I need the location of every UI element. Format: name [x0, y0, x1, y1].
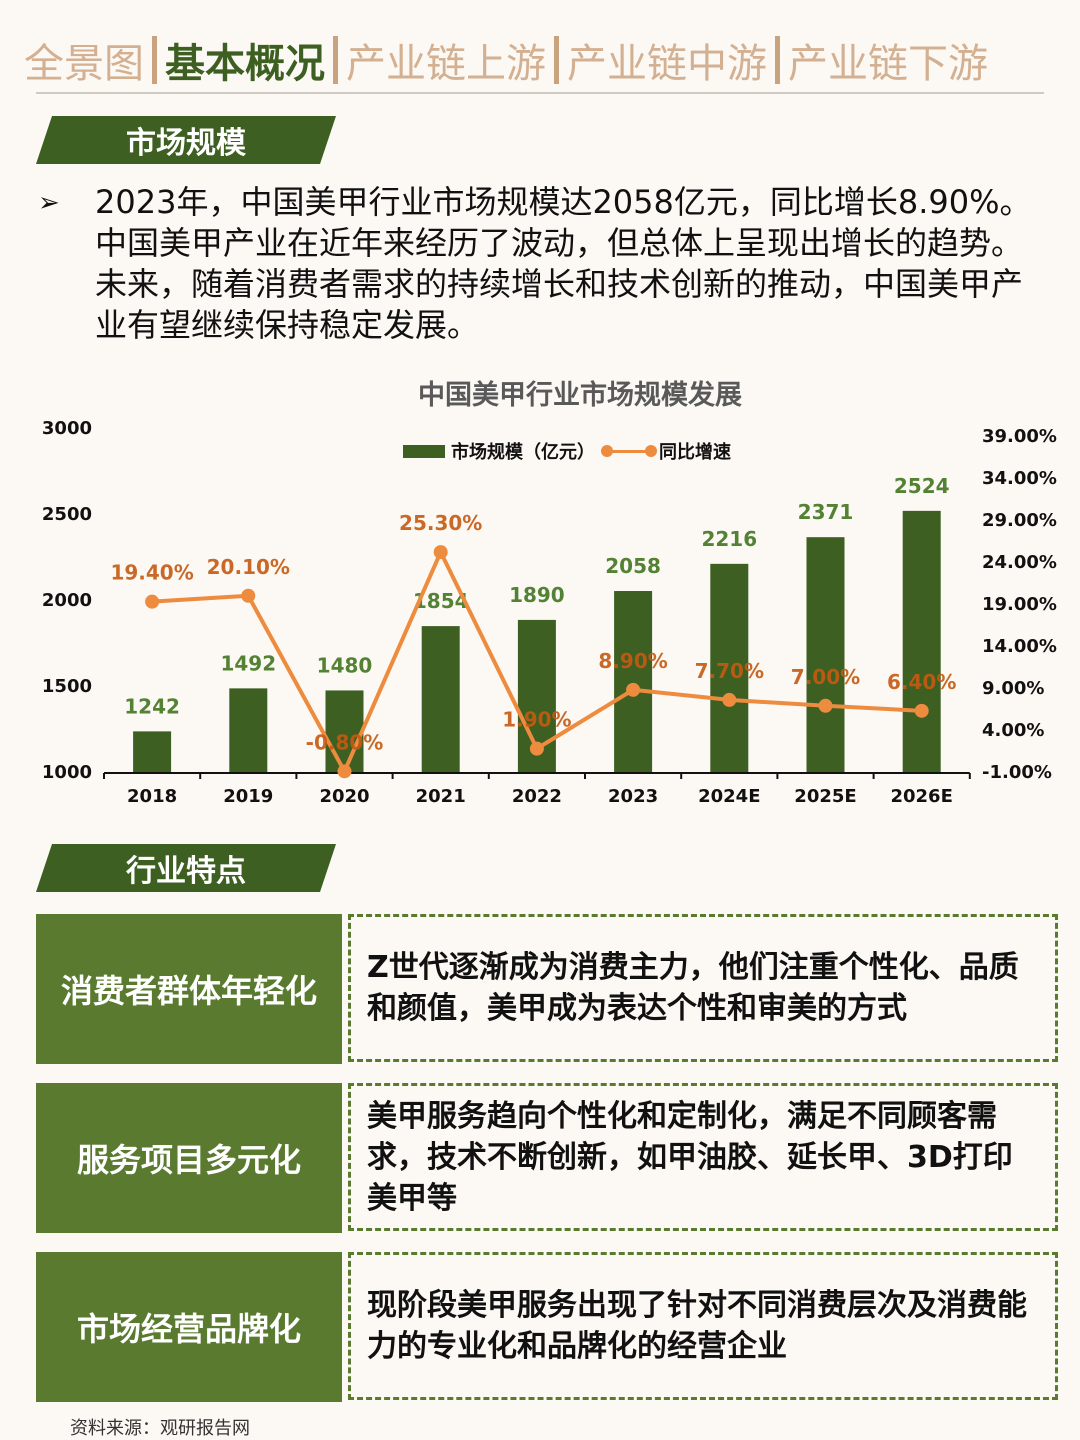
y-tick: 19.00% [982, 594, 1057, 615]
y-tick: 1500 [41, 676, 92, 697]
legend-bar-swatch [403, 444, 445, 458]
chart-title: 中国美甲行业市场规模发展 [418, 380, 742, 411]
bar-value-label: 2371 [798, 500, 854, 524]
line-value-label: 7.70% [695, 659, 764, 683]
line-point [337, 764, 352, 779]
bar-value-label: 1242 [124, 694, 180, 718]
nav-divider [36, 92, 1044, 94]
feature-label-branding: 市场经营品牌化 [36, 1252, 342, 1402]
feature-desc-text: Z世代逐渐成为消费主力，他们注重个性化、品质和颜值，美甲成为表达个性和审美的方式 [367, 950, 1019, 1026]
y-tick: -1.00% [982, 762, 1052, 783]
section-nav: 全景图 基本概况 产业链上游 产业链中游 产业链下游 [24, 30, 1056, 90]
x-tick: 2026E [890, 786, 953, 807]
x-tick: 2023 [608, 786, 659, 807]
line-point [722, 692, 737, 707]
feature-desc-diversified: 美甲服务趋向个性化和定制化，满足不同顾客需求，技术不断创新，如甲油胶、延长甲、3… [348, 1083, 1058, 1231]
y-tick: 14.00% [982, 636, 1057, 657]
line-point [241, 588, 256, 603]
y-tick: 24.00% [982, 552, 1057, 573]
line-value-label: 8.90% [598, 649, 667, 673]
feature-desc-branding: 现阶段美甲服务出现了针对不同消费层次及消费能力的专业化和品牌化的经营企业 [348, 1252, 1058, 1400]
section-heading-market: 市场规模 [36, 116, 336, 164]
bar-value-label: 2058 [605, 554, 661, 578]
market-summary-paragraph: 2023年，中国美甲行业市场规模达2058亿元，同比增长8.90%。中国美甲产业… [95, 183, 1032, 344]
legend-label-market-size: 市场规模（亿元） [451, 442, 595, 463]
feature-label-text: 消费者群体年轻化 [60, 972, 317, 1010]
x-tick: 2018 [127, 786, 178, 807]
line-value-label: 6.40% [887, 670, 956, 694]
line-point [818, 698, 833, 713]
line-point [529, 741, 544, 756]
line-value-label: 19.40% [110, 561, 193, 585]
line-value-label: 20.10% [207, 555, 290, 579]
x-tick: 2024E [698, 786, 761, 807]
nav-item-downstream[interactable]: 产业链下游 [788, 41, 988, 87]
y-tick: 29.00% [982, 510, 1057, 531]
bar [710, 563, 749, 773]
y-tick: 34.00% [982, 468, 1057, 489]
line-point [145, 594, 160, 609]
legend-line-swatch [601, 443, 657, 459]
bar [133, 731, 172, 773]
bar [806, 537, 845, 773]
line-point [914, 703, 929, 718]
y-tick: 2000 [41, 590, 92, 611]
feature-label-youth: 消费者群体年轻化 [36, 914, 342, 1064]
x-tick: 2019 [223, 786, 274, 807]
nav-item-upstream[interactable]: 产业链上游 [346, 41, 546, 87]
x-tick: 2021 [415, 786, 466, 807]
y-tick: 9.00% [982, 678, 1045, 699]
bar [325, 690, 364, 773]
y-tick: 4.00% [982, 720, 1045, 741]
bar-value-label: 1854 [413, 589, 469, 613]
section-heading-text: 市场规模 [126, 126, 246, 161]
legend-label-growth: 同比增速 [659, 442, 731, 463]
y-tick: 3000 [41, 418, 92, 439]
x-tick: 2025E [794, 786, 857, 807]
feature-desc-text: 现阶段美甲服务出现了针对不同消费层次及消费能力的专业化和品牌化的经营企业 [367, 1288, 1027, 1364]
bar-value-label: 2524 [894, 474, 950, 498]
chart-legend: 市场规模（亿元） 同比增速 [403, 438, 731, 464]
bar [421, 626, 460, 773]
feature-label-text: 服务项目多元化 [76, 1141, 301, 1179]
bar-value-label: 1480 [317, 653, 373, 677]
x-tick: 2020 [319, 786, 370, 807]
line-value-label: 1.90% [502, 708, 571, 732]
feature-label-diversified: 服务项目多元化 [36, 1083, 342, 1233]
y-tick: 39.00% [982, 426, 1057, 447]
nav-item-midstream[interactable]: 产业链中游 [567, 41, 767, 87]
bar-value-label: 2216 [701, 527, 757, 551]
bar-value-label: 1492 [220, 651, 276, 675]
nav-item-basics[interactable]: 基本概况 [165, 41, 325, 87]
bar [902, 510, 941, 773]
source-note: 资料来源：观研报告网 [70, 1418, 250, 1439]
feature-desc-text: 美甲服务趋向个性化和定制化，满足不同顾客需求，技术不断创新，如甲油胶、延长甲、3… [367, 1098, 1013, 1216]
bar [229, 688, 268, 773]
feature-desc-youth: Z世代逐渐成为消费主力，他们注重个性化、品质和颜值，美甲成为表达个性和审美的方式 [348, 914, 1058, 1062]
nav-separator [775, 36, 780, 84]
arrow-bullet-icon: ➢ [38, 188, 60, 218]
nav-separator [554, 36, 559, 84]
feature-label-text: 市场经营品牌化 [76, 1310, 301, 1348]
line-point [433, 545, 448, 560]
x-tick: 2022 [511, 786, 562, 807]
bar-value-label: 1890 [509, 583, 565, 607]
nav-separator [152, 36, 157, 84]
line-value-label: 25.30% [399, 511, 482, 535]
nav-separator [333, 36, 338, 84]
line-point [626, 682, 641, 697]
bar [517, 619, 556, 773]
section-heading-text: 行业特点 [126, 854, 246, 889]
section-heading-features: 行业特点 [36, 844, 336, 892]
y-tick: 2500 [41, 504, 92, 525]
nav-item-overview[interactable]: 全景图 [24, 41, 144, 87]
line-value-label: 7.00% [791, 665, 860, 689]
bar [614, 591, 653, 773]
line-value-label: -0.80% [306, 730, 384, 754]
y-tick: 1000 [41, 762, 92, 783]
